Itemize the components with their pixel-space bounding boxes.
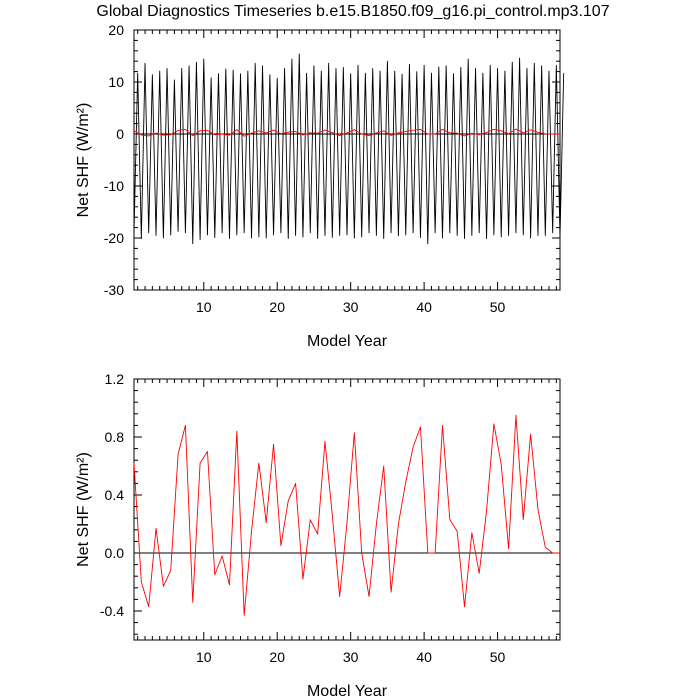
bottom-x-axis-label: Model Year	[307, 683, 388, 700]
top-ytick-label-2: -10	[104, 178, 124, 194]
top-plot-frame	[133, 29, 561, 291]
bottom-ytick-label-0: -0.4	[100, 603, 124, 619]
top-series-0-line	[133, 53, 565, 245]
top-ytick-label-0: -30	[104, 282, 124, 298]
bottom-xtick-label-3: 40	[416, 649, 432, 665]
top-series-1-line	[133, 128, 560, 137]
top-ytick-label-1: -20	[104, 230, 124, 246]
top-xtick-label-0: 10	[196, 299, 212, 315]
top-xtick-label-3: 40	[416, 299, 432, 315]
bottom-xtick-label-0: 10	[196, 649, 212, 665]
top-chart: 10 20 30 40 50 -30 -20 -10 0 10 20 Model Year Net SH…	[75, 22, 565, 350]
bottom-series-0-line	[133, 414, 560, 616]
top-y-axis-label: Net SHF (W/m²)	[75, 103, 92, 218]
bottom-ytick-label-3: 0.8	[105, 429, 125, 445]
bottom-chart: 10 20 30 40 50 -0.4 0.0 0.4 0.8 1.2 Model Year Net …	[75, 371, 561, 700]
bottom-ytick-label-1: 0.0	[105, 545, 125, 561]
top-xtick-label-4: 50	[490, 299, 506, 315]
bottom-xtick-label-1: 20	[269, 649, 285, 665]
top-x-axis-label: Model Year	[307, 333, 388, 350]
bottom-xtick-label-2: 30	[343, 649, 359, 665]
figure-title: Global Diagnostics Timeseries b.e15.B185…	[96, 3, 609, 20]
bottom-ytick-label-4: 1.2	[105, 371, 125, 387]
top-xtick-label-2: 30	[343, 299, 359, 315]
top-xtick-label-1: 20	[269, 299, 285, 315]
top-ytick-label-3: 0	[116, 126, 124, 142]
bottom-ytick-label-2: 0.4	[105, 487, 125, 503]
bottom-xtick-label-4: 50	[490, 649, 506, 665]
bottom-plot-frame	[133, 378, 561, 641]
top-ytick-label-4: 10	[108, 74, 124, 90]
bottom-y-axis-label: Net SHF (W/m²)	[75, 452, 92, 567]
top-ytick-label-5: 20	[108, 22, 124, 38]
